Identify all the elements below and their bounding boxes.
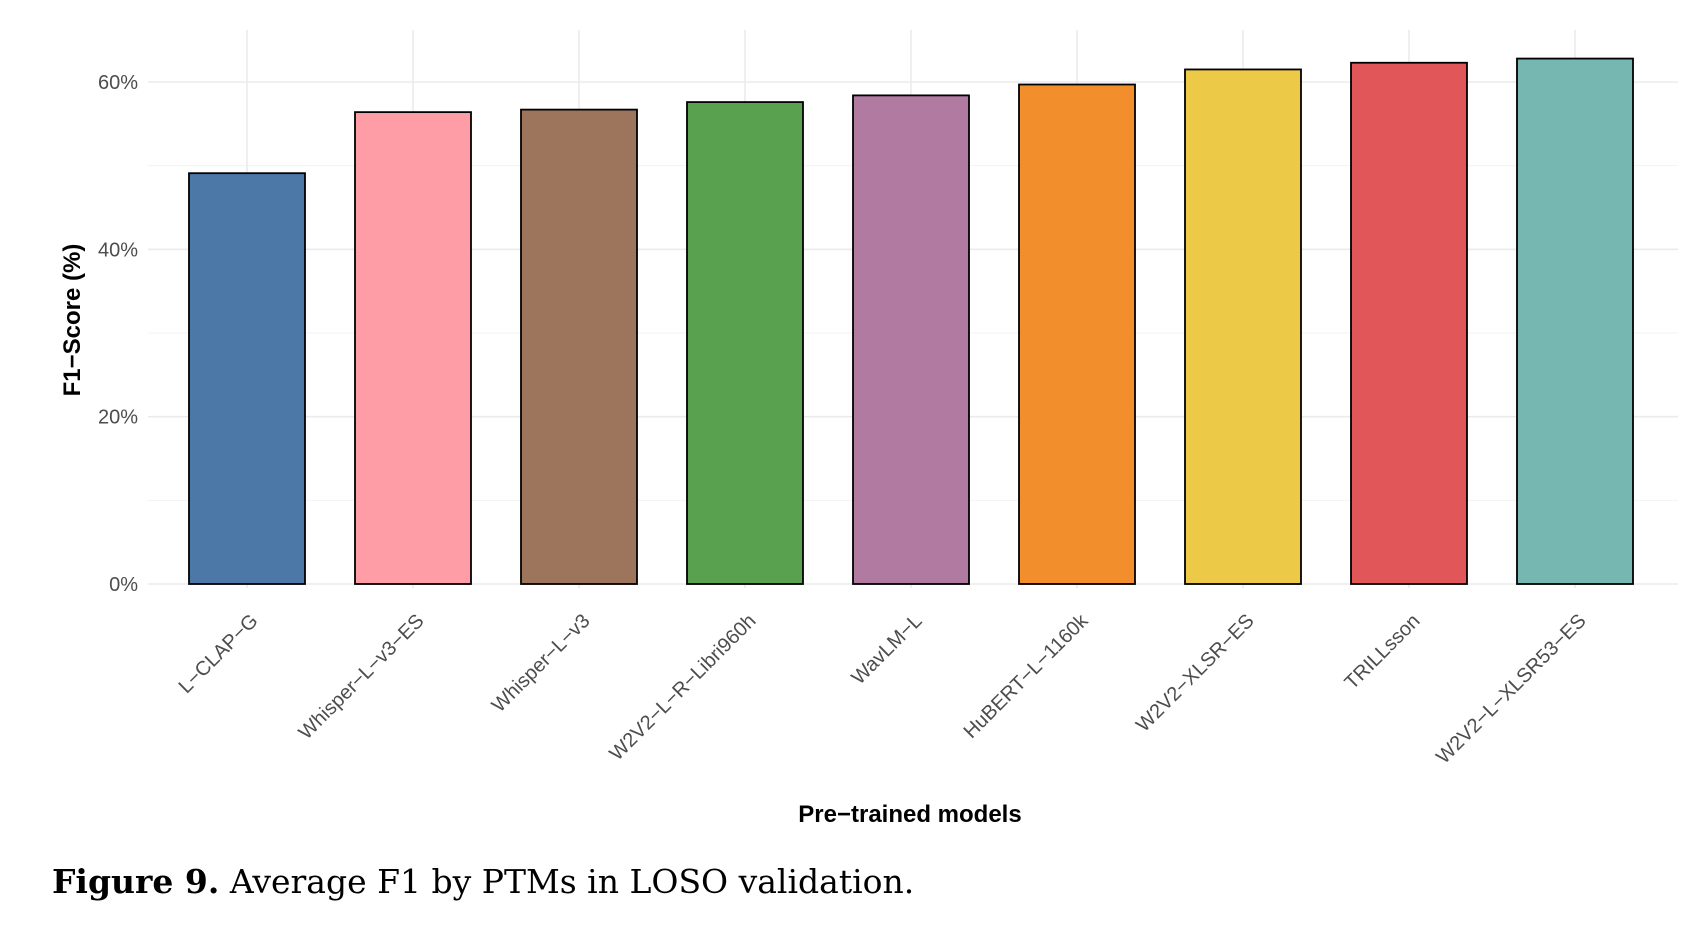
bars [188,57,1634,585]
y-axis-title: F1−Score (%) [59,244,86,397]
x-tick-labels: L−CLAP−G Whisper−L−v3−ES Whisper−L−v3 W2V2−… [175,609,1591,768]
x-axis-title: Pre−trained models [798,801,1021,828]
bar-3 [686,101,804,585]
bar-8 [1516,57,1634,585]
bar-0 [188,172,306,585]
x-tick-label: W2V2−L−R−Libri960h [605,610,760,765]
x-tick-label: Whisper−L−v3−ES [295,610,429,744]
y-tick-label: 0% [109,574,138,596]
x-tick-label: Whisper−L−v3 [488,610,595,717]
y-tick-label: 40% [98,239,138,261]
figure-caption-text: Average F1 by PTMs in LOSO validation. [219,862,915,901]
bar-2 [520,108,638,585]
bar-7 [1350,61,1468,585]
x-tick-label: W2V2−XLSR−ES [1132,610,1258,736]
x-tick-label: TRILLsson [1341,610,1425,694]
bar-1 [354,111,472,585]
bar-chart: 0% 20% 40% 60% L−CLAP−G Whisper−L−v3−ES Whisp… [59,30,1678,828]
y-tick-labels: 0% 20% 40% 60% [98,72,138,596]
figure-label: Figure 9. [52,862,220,901]
bar-4 [852,94,970,585]
x-tick-label: WavLM−L [847,610,926,689]
y-tick-label: 60% [98,72,138,94]
x-tick-label: L−CLAP−G [175,610,263,698]
x-tick-label: W2V2−L−XLSR53−ES [1432,610,1590,768]
x-tick-label: HuBERT−L−1160k [960,609,1094,743]
bar-6 [1184,68,1302,585]
y-tick-label: 20% [98,407,138,429]
figure-caption: Figure 9. Average F1 by PTMs in LOSO val… [52,862,914,901]
bar-5 [1018,83,1136,585]
